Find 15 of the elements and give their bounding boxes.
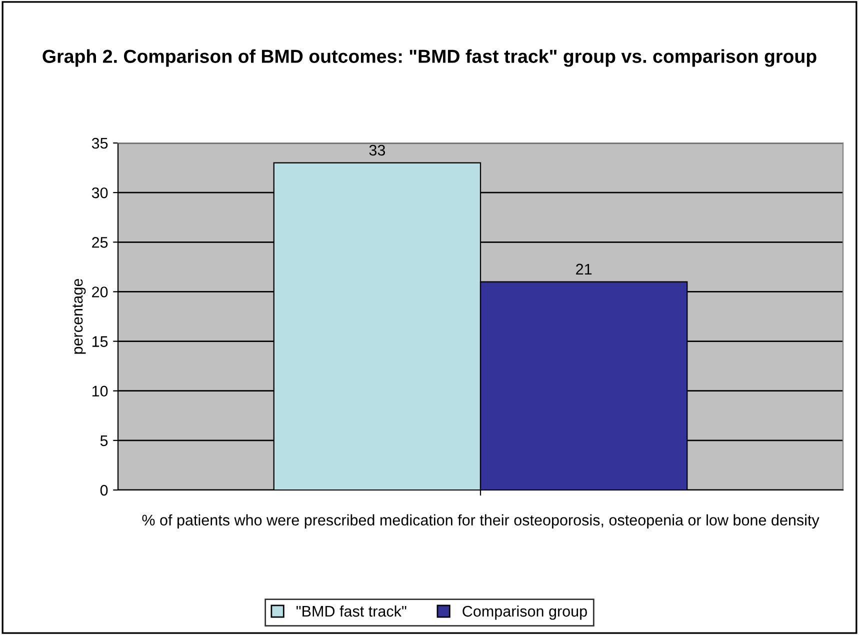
legend-label: Comparison group	[462, 605, 587, 620]
y-tick-label: 10	[92, 386, 108, 397]
data-label: 33	[369, 144, 386, 156]
x-axis-title: % of patients who were prescribed medication for their osteoporosis, osteopenia or low bone density	[142, 514, 820, 529]
y-tick-label: 5	[100, 435, 108, 446]
y-tick-label: 15	[92, 336, 108, 347]
y-tick-label: 0	[100, 484, 108, 496]
legend-label: "BMD fast track"	[296, 605, 406, 617]
chart-title: Graph 2. Comparison of BMD outcomes: "BMD fast track" group vs. comparison group	[42, 49, 816, 67]
y-tick-label: 35	[92, 138, 108, 149]
y-tick-label: 20	[92, 286, 108, 298]
y-tick-label: 25	[92, 237, 108, 248]
y-axis-title: percentage	[72, 278, 86, 354]
data-label: 21	[576, 264, 592, 274]
y-tick-label: 30	[92, 187, 108, 198]
